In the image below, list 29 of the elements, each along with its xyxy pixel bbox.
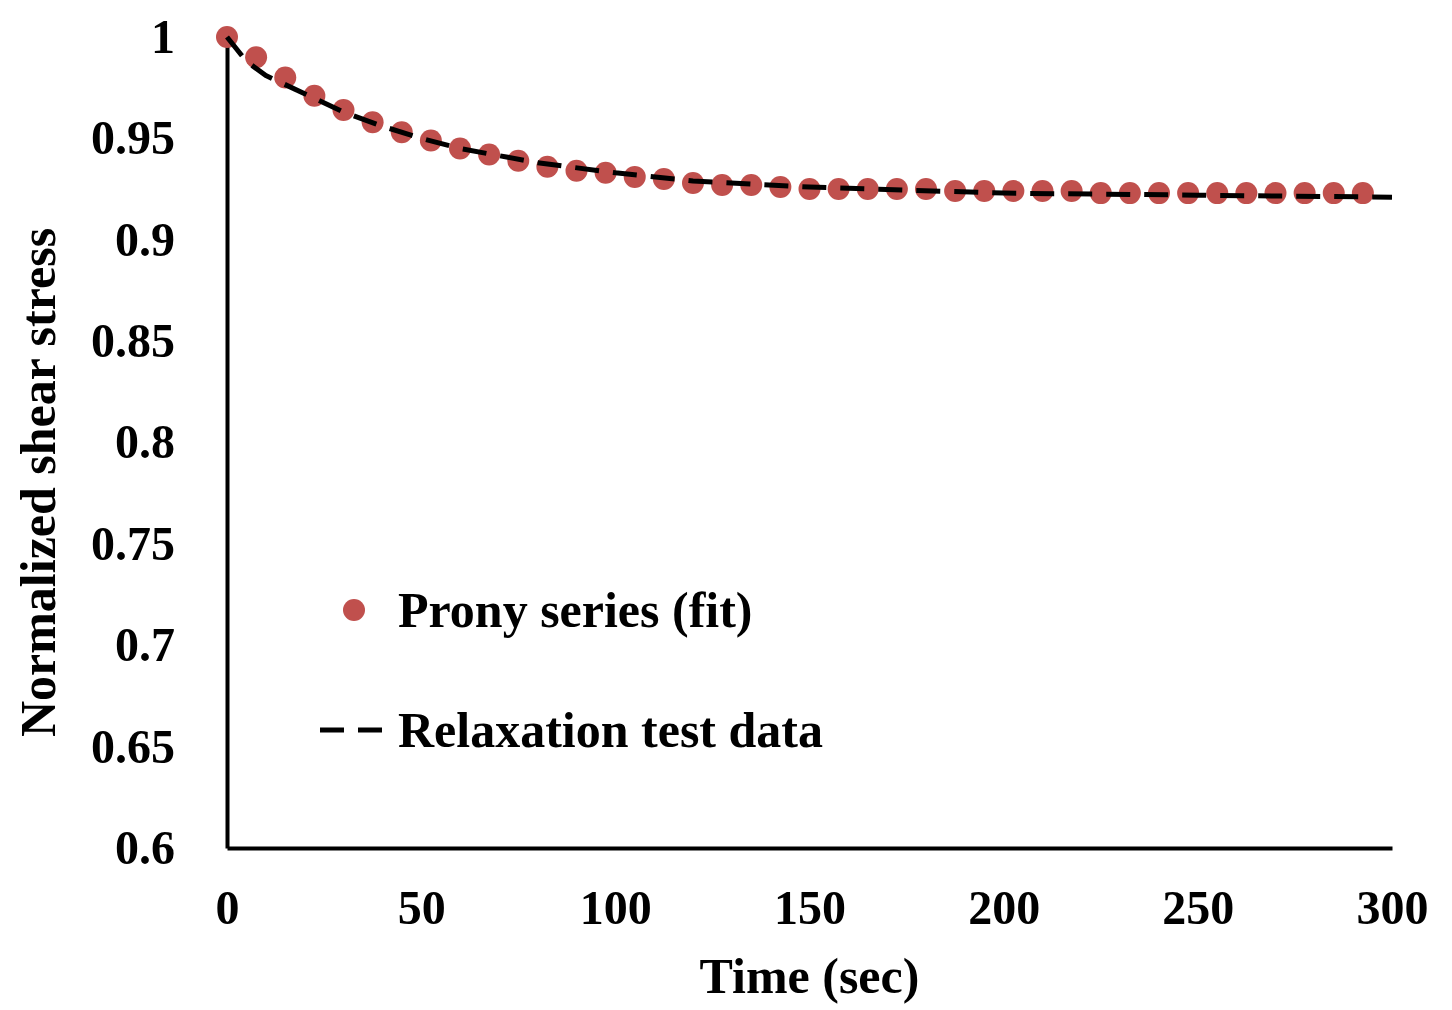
x-tick-label: 200 xyxy=(968,881,1041,935)
point xyxy=(973,180,996,203)
y-tick-label: 0.6 xyxy=(115,820,175,874)
y-tick-label: 0.75 xyxy=(91,516,175,570)
x-tick-label: 0 xyxy=(215,881,240,935)
point xyxy=(303,84,326,107)
point xyxy=(1089,182,1112,205)
y-axis-title: Normalized shear stress xyxy=(10,227,66,738)
y-tick-label: 0.7 xyxy=(115,618,175,672)
x-tick-label: 300 xyxy=(1356,881,1429,935)
point xyxy=(274,66,297,89)
point xyxy=(1206,182,1229,205)
y-tick-label: 1 xyxy=(151,9,175,63)
x-tick-label: 150 xyxy=(774,881,846,935)
y-tick-label: 0.65 xyxy=(91,719,175,773)
x-tick-label: 50 xyxy=(397,881,446,935)
x-tick-label: 250 xyxy=(1162,881,1235,935)
point xyxy=(1351,182,1374,205)
legend-label: Relaxation test data xyxy=(398,702,823,758)
x-tick-label: 100 xyxy=(579,881,652,935)
point xyxy=(245,46,268,69)
y-tick-label: 0.9 xyxy=(115,212,175,266)
legend-label: Prony series (fit) xyxy=(398,582,753,638)
y-tick-label: 0.8 xyxy=(115,415,175,469)
y-tick-label: 0.85 xyxy=(91,313,175,367)
point xyxy=(594,161,617,184)
y-tick-label: 0.95 xyxy=(91,111,175,165)
x-axis-title: Time (sec) xyxy=(699,948,920,1004)
point xyxy=(711,174,734,196)
